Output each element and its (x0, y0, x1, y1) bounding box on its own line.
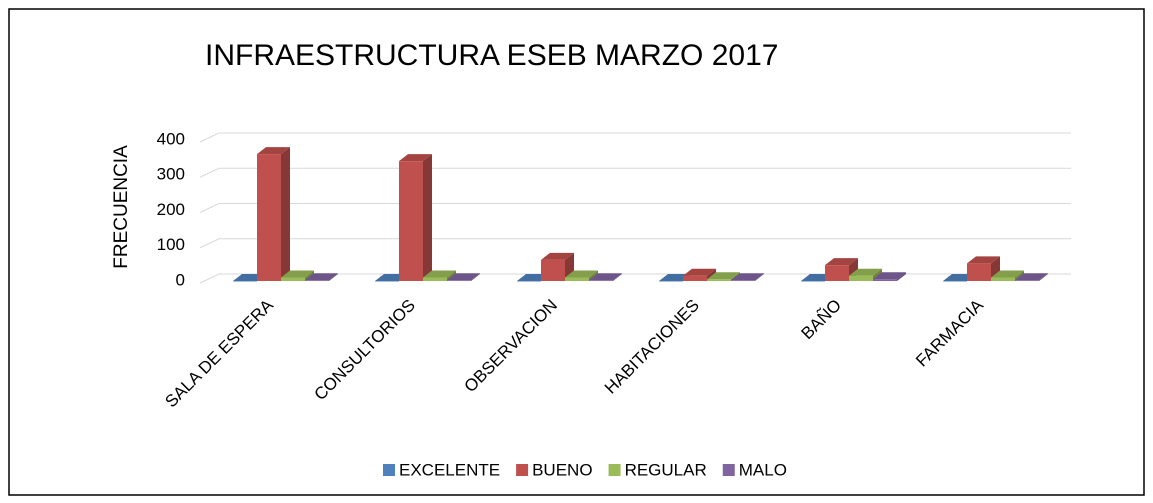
bar (731, 273, 764, 281)
chart-frame (8, 8, 1145, 496)
bar-top (305, 273, 338, 281)
bar (873, 272, 906, 281)
bar-side (281, 147, 290, 281)
legend-label: REGULAR (625, 460, 707, 479)
bar-front (849, 275, 873, 281)
bar (541, 252, 574, 281)
bar (1015, 273, 1048, 281)
bar-top (541, 252, 574, 260)
bar-top (257, 147, 290, 155)
legend-swatch (383, 464, 395, 476)
legend-swatch (516, 464, 529, 476)
bar-side (447, 270, 456, 281)
y-axis-title: FRECUENCIA (111, 145, 132, 269)
legend-label: MALO (739, 460, 787, 479)
bar-front (873, 279, 897, 281)
grid-line (199, 203, 1071, 213)
bar-front (565, 277, 589, 281)
bar-top (565, 270, 598, 278)
bar-top (873, 272, 906, 280)
bar-side (1039, 273, 1048, 281)
chart-title: INFRAESTRUCTURA ESEB MARZO 2017 (205, 39, 778, 72)
bar-front (541, 259, 565, 281)
legend-label: BUENO (532, 460, 592, 479)
bar-front (943, 281, 967, 282)
bar-front (731, 280, 755, 281)
bar-front (233, 281, 257, 282)
legend-label: EXCELENTE (399, 460, 500, 479)
bar-front (517, 281, 541, 282)
bar-front (825, 265, 849, 281)
bar (257, 147, 290, 281)
bar-side (613, 273, 622, 281)
bar-front (375, 281, 399, 282)
bar-side (305, 270, 314, 281)
bar-front (423, 277, 447, 281)
bar-side (897, 272, 906, 281)
bar-front (281, 277, 305, 281)
bar-top (731, 273, 764, 281)
bar (447, 273, 480, 281)
bar-top (281, 270, 314, 278)
bar (281, 270, 314, 281)
y-tick-label: 300 (157, 165, 185, 184)
bar-side (755, 273, 764, 281)
bar-top (399, 154, 432, 162)
bar-front (967, 263, 991, 281)
bar-side (471, 273, 480, 281)
bar-side (1015, 270, 1024, 281)
y-tick-label: 0 (176, 270, 185, 289)
bar (305, 273, 338, 281)
bar-side (589, 270, 598, 281)
bar-front (447, 280, 471, 281)
bar-front (801, 281, 825, 282)
bar-top (825, 258, 858, 266)
bar-top (683, 268, 716, 276)
grid-line (199, 238, 1071, 249)
bar-top (423, 270, 456, 278)
bar-front (991, 277, 1015, 281)
bar (423, 270, 456, 281)
bar-front (683, 275, 707, 281)
legend-swatch (608, 464, 621, 476)
bar-top (849, 268, 882, 276)
bar-top (589, 273, 622, 281)
bar-front (1015, 280, 1039, 281)
bar (565, 270, 598, 281)
y-tick-label: 200 (157, 200, 185, 219)
bar-top (1015, 273, 1048, 281)
bar-front (707, 279, 731, 281)
y-tick-label: 400 (157, 129, 185, 148)
bar-top (991, 270, 1024, 278)
bar-side (423, 154, 432, 281)
bar-front (257, 154, 281, 281)
bar-side (329, 273, 338, 281)
bar (589, 273, 622, 281)
bar-top (707, 272, 740, 280)
grid-line (199, 273, 1071, 284)
bar-front (399, 161, 423, 281)
grid-line (199, 167, 1071, 178)
bar (399, 154, 432, 281)
bar (991, 270, 1024, 281)
bar-top (967, 256, 1000, 264)
bar-front (589, 280, 613, 281)
y-tick-label: 100 (157, 235, 185, 254)
bar-front (305, 280, 329, 281)
bar-front (659, 281, 683, 282)
grid-line (199, 132, 1071, 143)
bar-top (447, 273, 480, 281)
legend-swatch (722, 464, 735, 476)
